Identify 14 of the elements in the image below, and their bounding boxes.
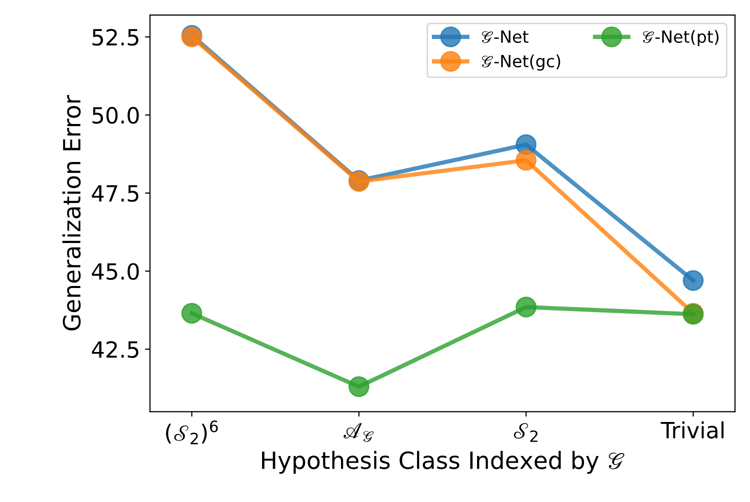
x-axis-title: Hypothesis Class Indexed by 𝒢: [262, 450, 624, 474]
legend-label: 𝒢-Net(gc): [482, 54, 560, 71]
y-tick-label: 52.5: [92, 28, 138, 46]
x-tick-label: (𝒮$_{2}$)$^{6}$: [166, 420, 218, 444]
x-tick-label: 𝒜$_{𝒢}$: [344, 423, 374, 442]
y-tick-label: 47.5: [92, 185, 138, 202]
y-tick-label: 42.5: [92, 341, 138, 358]
y-axis-title: Generalization Error: [62, 94, 81, 330]
y-tick-label: 50.0: [92, 106, 139, 124]
x-tick-label: Trivial: [660, 421, 724, 439]
y-tick-label: 45.0: [92, 263, 139, 280]
x-tick-label: 𝒮$_{2}$: [514, 423, 538, 442]
legend-label: 𝒢-Net(pt): [643, 30, 719, 46]
legend-label: 𝒢-Net: [482, 30, 528, 43]
